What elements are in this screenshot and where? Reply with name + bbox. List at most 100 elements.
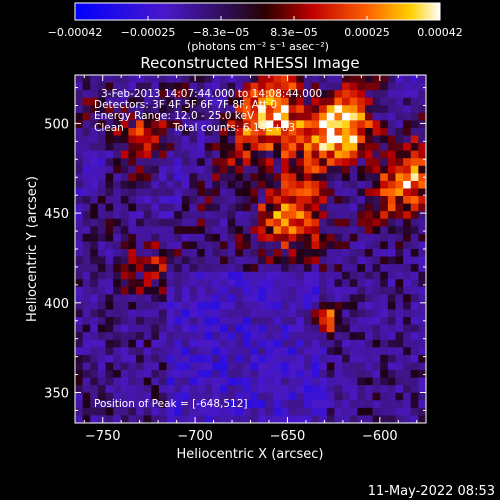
- heatmap-cell: [303, 249, 312, 257]
- heatmap-cell: [403, 226, 412, 235]
- heatmap-cell: [90, 135, 99, 144]
- heatmap-cell: [189, 112, 198, 121]
- heatmap-cell: [334, 385, 343, 394]
- heatmap-cell: [372, 377, 381, 386]
- heatmap-cell: [189, 203, 198, 212]
- heatmap-cell: [372, 226, 381, 235]
- heatmap-cell: [418, 377, 427, 386]
- heatmap-cell: [265, 301, 274, 310]
- heatmap-cell: [128, 218, 137, 227]
- heatmap-cell: [395, 385, 404, 394]
- heatmap-cell: [273, 286, 282, 295]
- heatmap-cell: [403, 75, 412, 83]
- heatmap-cell: [258, 188, 267, 197]
- heatmap-cell: [242, 392, 251, 401]
- heatmap-cell: [113, 82, 122, 91]
- heatmap-cell: [128, 203, 137, 212]
- heatmap-cell: [296, 127, 305, 136]
- heatmap-cell: [174, 385, 183, 394]
- heatmap-cell: [82, 392, 91, 401]
- heatmap-cell: [250, 105, 259, 114]
- heatmap-cell: [143, 332, 152, 341]
- heatmap-cell: [105, 407, 114, 416]
- heatmap-cell: [90, 75, 99, 83]
- heatmap-cell: [250, 377, 259, 386]
- heatmap-cell: [273, 97, 282, 106]
- heatmap-cell: [197, 392, 206, 401]
- heatmap-cell: [105, 97, 114, 106]
- heatmap-cell: [242, 324, 251, 333]
- heatmap-cell: [212, 377, 221, 386]
- heatmap-cell: [120, 203, 129, 212]
- heatmap-cell: [364, 249, 373, 257]
- heatmap-cell: [90, 218, 99, 227]
- heatmap-cell: [403, 180, 412, 189]
- heatmap-cell: [342, 90, 351, 99]
- heatmap-cell: [258, 218, 267, 227]
- heatmap-cell: [227, 377, 236, 386]
- heatmap-cell: [380, 158, 389, 167]
- heatmap-cell: [204, 196, 213, 205]
- heatmap-cell: [258, 82, 267, 91]
- heatmap-cell: [319, 301, 328, 310]
- heatmap-cell: [250, 188, 259, 197]
- heatmap-cell: [143, 370, 152, 379]
- heatmap-cell: [319, 354, 328, 363]
- heatmap-cell: [219, 203, 229, 212]
- heatmap-cell: [319, 407, 328, 416]
- heatmap-cell: [281, 218, 290, 227]
- heatmap-cell: [342, 143, 351, 152]
- heatmap-cell: [334, 226, 343, 235]
- heatmap-cell: [372, 135, 381, 144]
- heatmap-cell: [174, 218, 183, 227]
- heatmap-cell: [334, 135, 343, 144]
- heatmap-cell: [296, 264, 305, 273]
- heatmap-cell: [174, 279, 183, 288]
- heatmap-cell: [105, 188, 114, 197]
- heatmap-cell: [82, 112, 91, 121]
- heatmap-cell: [364, 150, 373, 159]
- heatmap-cell: [189, 226, 198, 235]
- heatmap-cell: [197, 211, 206, 220]
- heatmap-cell: [250, 127, 259, 136]
- heatmap-cell: [158, 75, 167, 83]
- heatmap-cell: [334, 377, 343, 386]
- heatmap-cell: [105, 196, 114, 205]
- heatmap-cell: [258, 354, 267, 363]
- heatmap-cell: [273, 143, 282, 152]
- heatmap-cell: [97, 158, 106, 167]
- heatmap-cell: [197, 317, 206, 326]
- heatmap-cell: [242, 135, 251, 144]
- heatmap-cell: [128, 279, 137, 288]
- heatmap-cell: [242, 301, 251, 310]
- heatmap-cell: [403, 241, 412, 250]
- heatmap-cell: [174, 158, 183, 167]
- heatmap-cell: [364, 143, 373, 152]
- heatmap-cell: [235, 415, 244, 424]
- heatmap-cell: [128, 180, 137, 189]
- heatmap-cell: [380, 286, 389, 295]
- heatmap-cell: [387, 294, 396, 303]
- heatmap-cell: [418, 135, 427, 144]
- heatmap-cell: [128, 150, 137, 159]
- heatmap-cell: [387, 415, 396, 424]
- heatmap-cell: [227, 392, 236, 401]
- heatmap-cell: [128, 158, 137, 167]
- heatmap-cell: [113, 158, 122, 167]
- heatmap-cell: [281, 309, 290, 318]
- heatmap-cell: [97, 362, 106, 371]
- heatmap-cell: [219, 354, 229, 363]
- heatmap-cell: [235, 75, 244, 83]
- heatmap-cell: [342, 286, 351, 295]
- heatmap-cell: [242, 203, 251, 212]
- heatmap-cell: [212, 180, 221, 189]
- heatmap-cell: [120, 415, 129, 424]
- heatmap-cell: [410, 362, 419, 371]
- heatmap-cell: [372, 173, 381, 182]
- heatmap-cell: [128, 392, 137, 401]
- heatmap-cell: [319, 249, 328, 257]
- heatmap-cell: [166, 354, 175, 363]
- heatmap-cell: [349, 332, 358, 341]
- heatmap-cell: [90, 392, 99, 401]
- heatmap-cell: [113, 370, 122, 379]
